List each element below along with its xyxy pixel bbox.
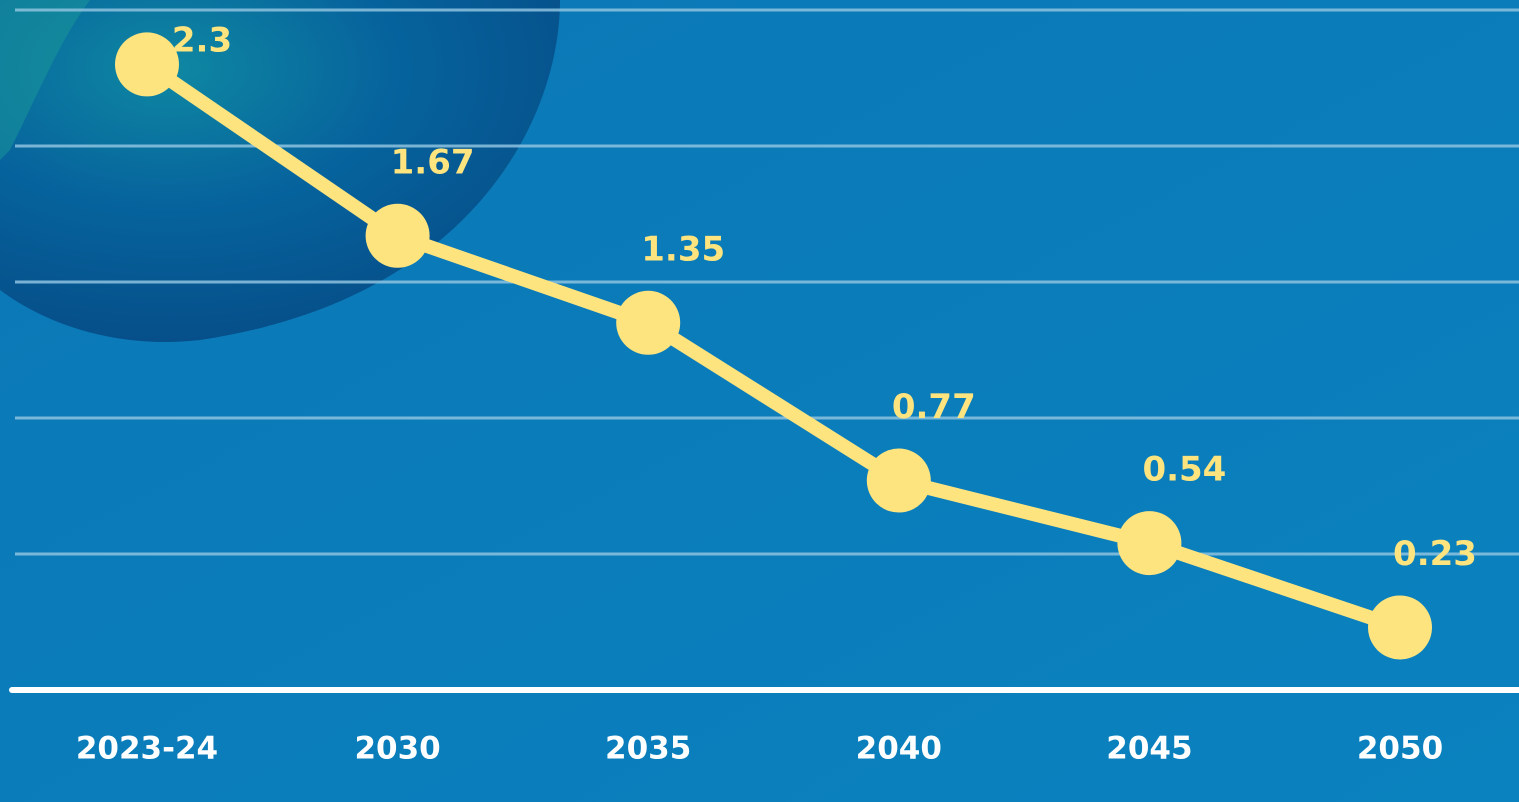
data-label: 1.35 — [641, 229, 725, 269]
data-label: 1.67 — [391, 142, 475, 182]
background-shape — [0, 0, 90, 160]
plot-area: 2023-24 2030 2035 2040 2045 2050 2.3 1.67 1.35 0.… — [9, 8, 1519, 767]
x-tick-label: 2023-24 — [76, 731, 218, 767]
x-tick-label: 2045 — [1106, 731, 1192, 767]
data-label: 0.54 — [1142, 450, 1226, 490]
point — [616, 290, 681, 355]
x-tick-label: 2035 — [605, 731, 691, 767]
point — [365, 203, 430, 268]
data-label: 0.23 — [1393, 534, 1477, 574]
point — [115, 32, 179, 97]
x-tick-label: 2040 — [856, 731, 942, 767]
point — [866, 448, 931, 513]
x-tick-label: 2050 — [1357, 731, 1443, 767]
point — [1117, 511, 1182, 576]
data-label: 2.3 — [172, 21, 232, 61]
point — [1368, 595, 1432, 660]
line — [143, 58, 1403, 635]
x-tick-label: 2030 — [354, 731, 440, 767]
data-label: 0.77 — [892, 387, 976, 427]
